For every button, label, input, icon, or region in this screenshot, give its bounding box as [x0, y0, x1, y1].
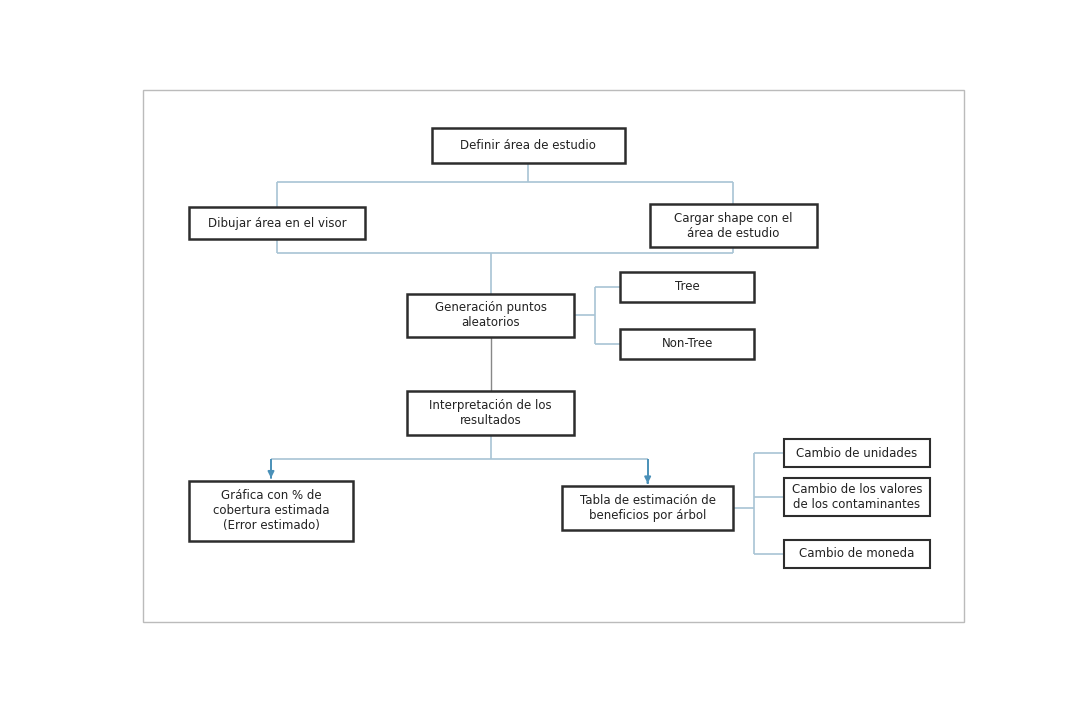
Text: Cambio de unidades: Cambio de unidades: [796, 447, 918, 460]
FancyBboxPatch shape: [189, 207, 365, 239]
Text: Tree: Tree: [675, 281, 700, 293]
Text: Interpretación de los
resultados: Interpretación de los resultados: [430, 399, 552, 427]
Text: Dibujar área en el visor: Dibujar área en el visor: [208, 216, 347, 230]
FancyBboxPatch shape: [620, 272, 754, 302]
Text: Cargar shape con el
área de estudio: Cargar shape con el área de estudio: [674, 212, 793, 240]
FancyBboxPatch shape: [784, 539, 930, 568]
Text: Generación puntos
aleatorios: Generación puntos aleatorios: [435, 301, 546, 329]
FancyBboxPatch shape: [562, 486, 733, 529]
FancyBboxPatch shape: [650, 204, 818, 247]
FancyBboxPatch shape: [432, 128, 624, 164]
Text: Cambio de moneda: Cambio de moneda: [799, 547, 915, 560]
Text: Cambio de los valores
de los contaminantes: Cambio de los valores de los contaminant…: [792, 483, 922, 511]
Text: Gráfica con % de
cobertura estimada
(Error estimado): Gráfica con % de cobertura estimada (Err…: [213, 489, 329, 532]
FancyBboxPatch shape: [407, 293, 575, 337]
FancyBboxPatch shape: [144, 90, 963, 622]
FancyBboxPatch shape: [620, 329, 754, 359]
Text: Definir área de estudio: Definir área de estudio: [460, 139, 596, 152]
Text: Tabla de estimación de
beneficios por árbol: Tabla de estimación de beneficios por ár…: [580, 494, 716, 522]
Text: Non-Tree: Non-Tree: [662, 337, 713, 350]
FancyBboxPatch shape: [784, 439, 930, 467]
FancyBboxPatch shape: [189, 481, 352, 541]
FancyBboxPatch shape: [407, 391, 575, 435]
FancyBboxPatch shape: [784, 478, 930, 516]
